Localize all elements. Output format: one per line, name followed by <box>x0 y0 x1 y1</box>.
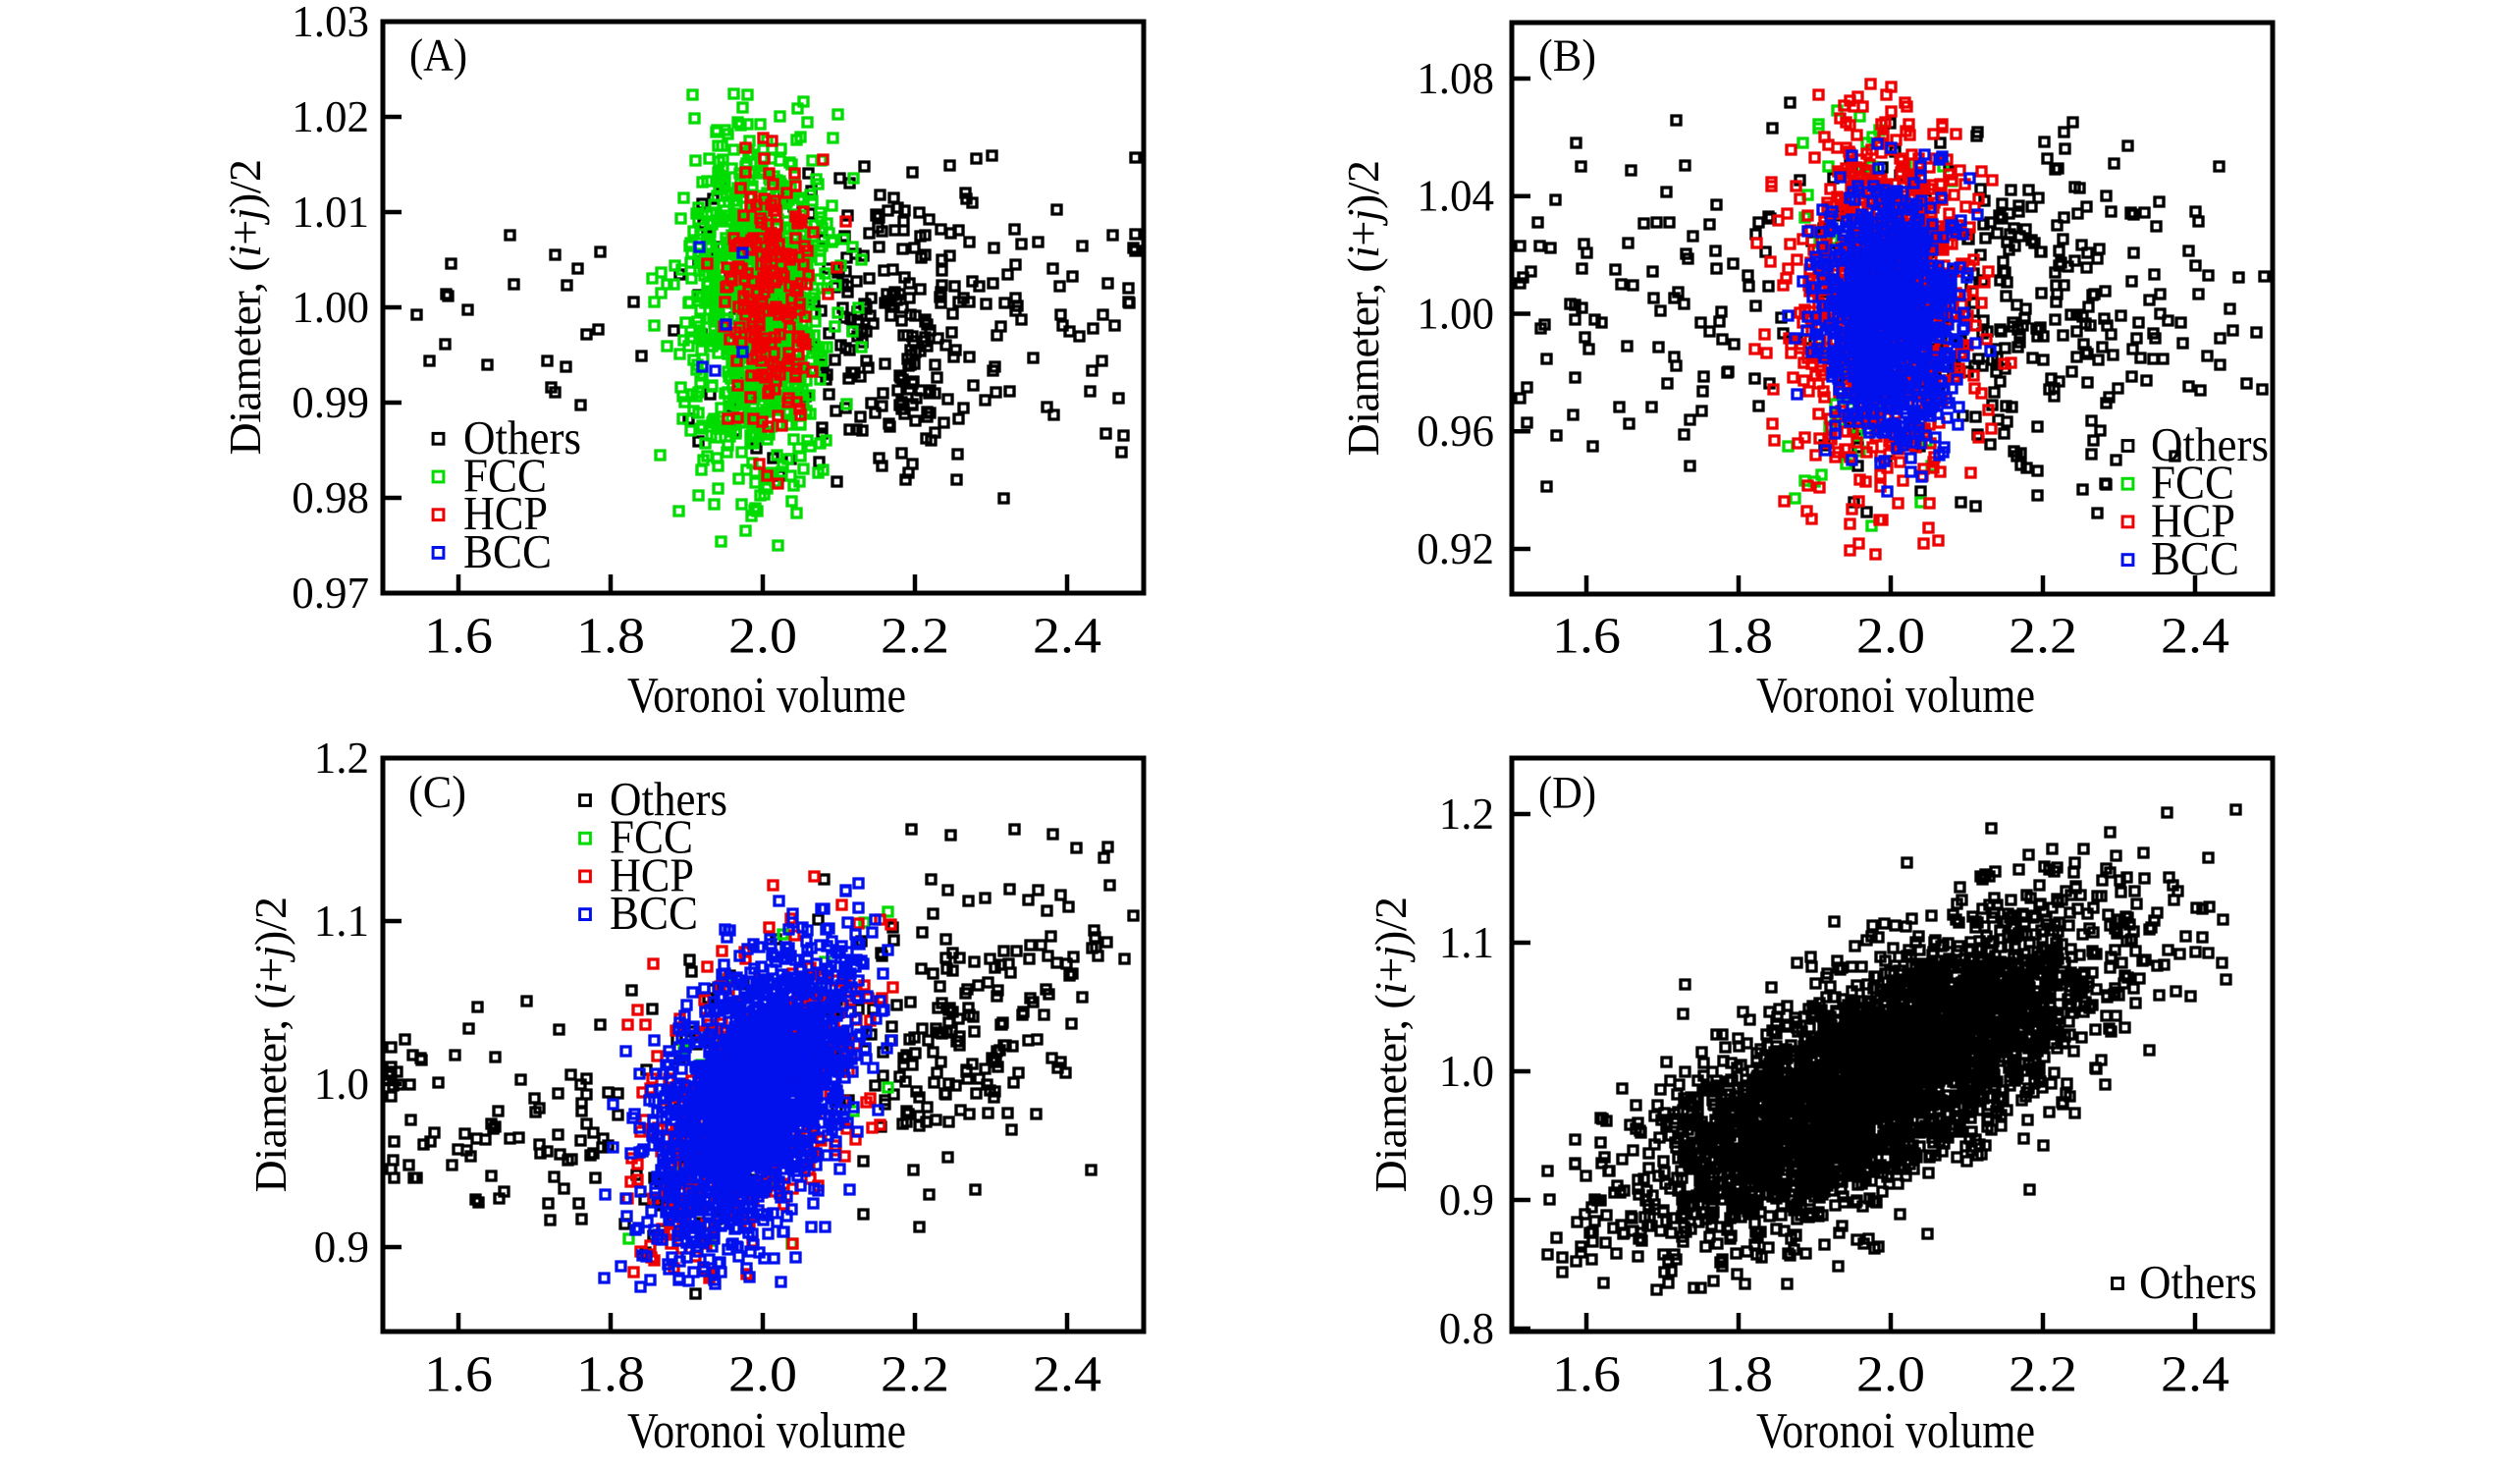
svg-text:(B): (B) <box>1538 30 1596 82</box>
svg-text:1.2: 1.2 <box>314 734 369 783</box>
svg-text:1.04: 1.04 <box>1417 172 1494 221</box>
svg-text:1.08: 1.08 <box>1417 54 1494 103</box>
svg-text:1.01: 1.01 <box>292 188 369 237</box>
svg-text:Others: Others <box>2151 417 2269 471</box>
svg-text:BCC: BCC <box>2151 531 2239 585</box>
svg-text:Diameter, (i+j)/2: Diameter, (i+j)/2 <box>245 898 295 1193</box>
svg-text:Others: Others <box>463 410 581 464</box>
svg-text:1.03: 1.03 <box>292 0 369 46</box>
svg-text:2.0: 2.0 <box>1856 609 1925 665</box>
svg-text:FCC: FCC <box>2151 456 2234 510</box>
svg-text:1.0: 1.0 <box>1439 1047 1494 1096</box>
svg-text:FCC: FCC <box>610 810 693 864</box>
svg-text:2.2: 2.2 <box>881 609 949 665</box>
svg-text:(C): (C) <box>408 767 466 818</box>
svg-text:Diameter, (i+j)/2: Diameter, (i+j)/2 <box>220 160 270 456</box>
svg-text:2.4: 2.4 <box>1033 1347 1101 1403</box>
svg-text:1.8: 1.8 <box>1704 1347 1773 1403</box>
svg-text:2.4: 2.4 <box>2161 609 2229 665</box>
svg-text:1.8: 1.8 <box>576 1347 645 1403</box>
svg-text:0.98: 0.98 <box>292 473 369 522</box>
svg-text:Diameter, (i+j)/2: Diameter, (i+j)/2 <box>1366 898 1416 1193</box>
svg-text:2.4: 2.4 <box>1033 609 1101 665</box>
svg-text:Voronoi volume: Voronoi volume <box>627 668 906 724</box>
svg-text:FCC: FCC <box>463 449 547 503</box>
svg-text:HCP: HCP <box>463 486 548 540</box>
svg-text:1.6: 1.6 <box>424 609 493 665</box>
svg-text:1.6: 1.6 <box>1552 609 1621 665</box>
svg-text:1.6: 1.6 <box>1552 1347 1621 1403</box>
svg-text:1.0: 1.0 <box>314 1060 369 1109</box>
svg-text:2.0: 2.0 <box>728 609 797 665</box>
svg-text:Voronoi volume: Voronoi volume <box>1756 1403 2035 1459</box>
svg-text:Others: Others <box>610 772 727 826</box>
svg-text:BCC: BCC <box>463 524 552 578</box>
svg-text:1.1: 1.1 <box>1439 918 1494 967</box>
svg-text:2.0: 2.0 <box>728 1347 797 1403</box>
svg-text:(A): (A) <box>409 30 467 82</box>
svg-text:1.8: 1.8 <box>1704 609 1773 665</box>
svg-text:1.2: 1.2 <box>1439 789 1494 839</box>
svg-text:0.99: 0.99 <box>292 378 369 427</box>
svg-text:1.6: 1.6 <box>424 1347 493 1403</box>
svg-text:HCP: HCP <box>2151 493 2235 547</box>
svg-text:0.8: 0.8 <box>1439 1304 1494 1353</box>
svg-text:2.0: 2.0 <box>1856 1347 1925 1403</box>
svg-text:0.9: 0.9 <box>1439 1175 1494 1224</box>
svg-text:(D): (D) <box>1538 768 1596 819</box>
svg-text:2.2: 2.2 <box>2009 609 2077 665</box>
svg-text:HCP: HCP <box>610 847 694 901</box>
svg-text:1.8: 1.8 <box>576 609 645 665</box>
svg-text:Others: Others <box>2139 1255 2257 1309</box>
svg-text:0.97: 0.97 <box>292 569 369 618</box>
svg-text:Diameter, (i+j)/2: Diameter, (i+j)/2 <box>1338 161 1388 457</box>
svg-text:0.96: 0.96 <box>1417 407 1494 456</box>
svg-text:Voronoi volume: Voronoi volume <box>627 1403 906 1459</box>
svg-text:2.2: 2.2 <box>2009 1347 2077 1403</box>
svg-text:2.4: 2.4 <box>2161 1347 2229 1403</box>
svg-text:2.2: 2.2 <box>881 1347 949 1403</box>
svg-text:BCC: BCC <box>610 886 698 940</box>
svg-text:1.1: 1.1 <box>314 897 369 946</box>
svg-text:1.00: 1.00 <box>292 283 369 332</box>
svg-text:1.00: 1.00 <box>1417 289 1494 338</box>
svg-text:1.02: 1.02 <box>292 92 369 141</box>
svg-text:Voronoi volume: Voronoi volume <box>1756 668 2035 724</box>
svg-text:0.9: 0.9 <box>314 1223 369 1272</box>
svg-text:0.92: 0.92 <box>1417 524 1494 573</box>
